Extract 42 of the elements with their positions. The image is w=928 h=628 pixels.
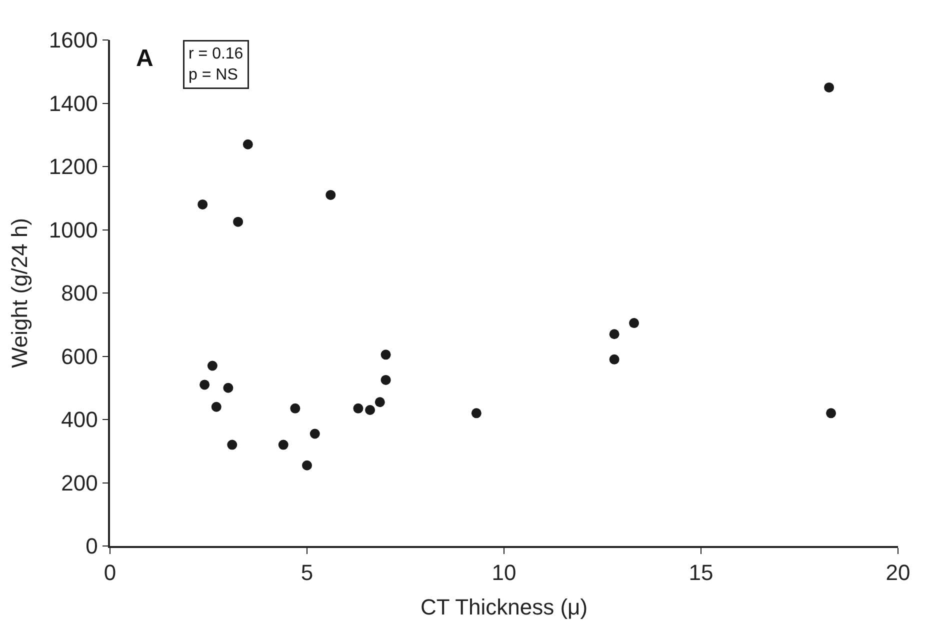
point (824, 82, 834, 92)
point (326, 190, 336, 200)
point (629, 318, 640, 328)
point (609, 329, 620, 340)
x-tick-label: 20 (886, 560, 910, 586)
point (233, 216, 244, 227)
point (380, 374, 391, 385)
annotation: A (136, 45, 154, 72)
x-axis-title: CT Thickness (μ) (420, 594, 588, 620)
point (198, 199, 208, 210)
y-tick-label: 1600 (48, 28, 98, 53)
point (302, 460, 312, 470)
y-tick-label: 600 (61, 344, 98, 369)
point (242, 139, 253, 150)
point (200, 380, 210, 390)
point (207, 360, 218, 371)
point (290, 403, 300, 414)
point (353, 403, 364, 414)
point (374, 397, 385, 408)
point (227, 440, 238, 450)
y-tick-label: 1400 (48, 90, 98, 116)
point (278, 440, 288, 450)
y-tick-label: 0 (86, 534, 98, 559)
x-tick-label: 5 (300, 560, 314, 586)
y-tick-label: 400 (61, 407, 98, 432)
x-tick-label: 10 (492, 560, 516, 586)
x-tick-label: 0 (104, 560, 116, 586)
y-tick-label: 1000 (48, 217, 98, 242)
point (223, 382, 234, 393)
y-tick-label: 200 (61, 470, 98, 496)
point (310, 428, 320, 439)
y-tick-label: 800 (61, 280, 98, 306)
point (609, 354, 620, 364)
point (826, 408, 836, 418)
y-tick-label: 1200 (48, 154, 98, 180)
y-axis-title: Weight (g/24 h) (7, 218, 32, 368)
x-tick-label: 15 (688, 560, 714, 586)
point (365, 405, 376, 416)
point (380, 350, 391, 360)
point (471, 408, 482, 418)
point (211, 402, 222, 412)
annotation: r = 0.16 p = NS (188, 46, 244, 84)
